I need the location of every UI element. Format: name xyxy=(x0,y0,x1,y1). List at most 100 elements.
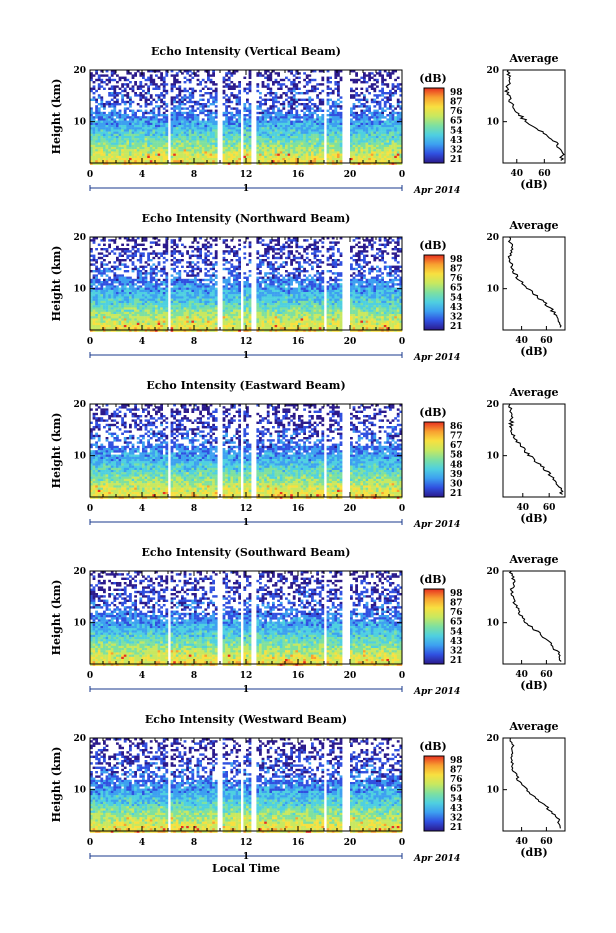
heatmap-cells xyxy=(90,237,402,332)
heatmap-cell xyxy=(340,129,343,131)
heatmap-cell xyxy=(204,127,207,129)
heatmap-cell xyxy=(363,149,366,151)
heatmap-cell xyxy=(228,147,231,149)
heatmap-cell xyxy=(394,121,397,123)
heatmap-cell xyxy=(142,129,145,131)
heatmap-cell xyxy=(282,143,285,145)
heatmap-cell xyxy=(288,79,291,81)
heatmap-cell xyxy=(275,105,278,107)
heatmap-cell xyxy=(392,127,395,129)
heatmap-cell xyxy=(316,118,319,120)
heatmap-cell xyxy=(194,307,197,309)
heatmap-cell xyxy=(314,145,317,147)
heatmap-cell xyxy=(176,149,179,151)
heatmap-cell xyxy=(204,151,207,153)
heatmap-cell xyxy=(202,105,205,107)
heatmap-cell xyxy=(103,103,106,105)
heatmap-cell xyxy=(186,125,189,127)
heatmap-cell xyxy=(389,103,392,105)
heatmap-cell xyxy=(340,147,343,149)
heatmap-cell xyxy=(384,145,387,147)
heatmap-cell xyxy=(160,160,163,162)
heatmap-cell xyxy=(124,263,127,265)
heatmap-cell xyxy=(137,296,140,298)
heatmap-cell xyxy=(121,121,124,123)
heatmap-cell xyxy=(160,292,163,294)
heatmap-cell xyxy=(223,121,226,123)
heatmap-cell xyxy=(197,246,200,248)
heatmap-cell xyxy=(158,325,161,327)
heatmap-cell xyxy=(269,143,272,145)
heatmap-cell xyxy=(173,288,176,290)
heatmap-cell xyxy=(119,88,122,90)
heatmap-cell xyxy=(116,121,119,123)
heatmap-cell xyxy=(103,255,106,257)
heatmap-cell xyxy=(303,112,306,114)
heatmap-cell xyxy=(184,312,187,314)
heatmap-cell xyxy=(199,285,202,287)
heatmap-cell xyxy=(298,116,301,118)
heatmap-cell xyxy=(176,261,179,263)
heatmap-cell xyxy=(165,290,168,292)
heatmap-cell xyxy=(334,114,337,116)
heatmap-cell xyxy=(384,92,387,94)
heatmap-cell xyxy=(397,85,400,87)
heatmap-cell xyxy=(186,252,189,254)
heatmap-cell xyxy=(150,121,153,123)
heatmap-cell xyxy=(189,301,192,303)
heatmap-cell xyxy=(360,77,363,79)
heatmap-cell xyxy=(93,96,96,98)
heatmap-cell xyxy=(163,283,166,285)
heatmap-cell xyxy=(93,132,96,134)
heatmap-cell xyxy=(119,156,122,158)
heatmap-cell xyxy=(181,112,184,114)
heatmap-cell xyxy=(176,140,179,142)
heatmap-cell xyxy=(282,121,285,123)
heatmap-cell xyxy=(275,158,278,160)
heatmap-cell xyxy=(212,103,215,105)
heatmap-cell xyxy=(93,263,96,265)
heatmap-cell xyxy=(207,112,210,114)
heatmap-cell xyxy=(119,118,122,120)
heatmap-cell xyxy=(108,79,111,81)
heatmap-cell xyxy=(184,103,187,105)
heatmap-cell xyxy=(394,138,397,140)
heatmap-cell xyxy=(132,305,135,307)
heatmap-cell xyxy=(392,151,395,153)
heatmap-cell xyxy=(113,310,116,312)
heatmap-cell xyxy=(316,129,319,131)
heatmap-cell xyxy=(246,129,249,131)
heatmap-cell xyxy=(191,285,194,287)
heatmap-cell xyxy=(340,158,343,160)
heatmap-cell xyxy=(319,160,322,162)
heatmap-cell xyxy=(301,134,304,136)
heatmap-cell xyxy=(366,110,369,112)
heatmap-cell xyxy=(189,285,192,287)
heatmap-cell xyxy=(376,118,379,120)
heatmap-cell xyxy=(165,299,168,301)
heatmap-cell xyxy=(98,147,101,149)
heatmap-cell xyxy=(191,314,194,316)
heatmap-cell xyxy=(256,132,259,134)
heatmap-cell xyxy=(111,160,114,162)
heatmap-cell xyxy=(111,136,114,138)
heatmap-cell xyxy=(155,151,158,153)
heatmap-cell xyxy=(301,121,304,123)
heatmap-cell xyxy=(272,81,275,83)
heatmap-cell xyxy=(350,138,353,140)
heatmap-cell xyxy=(108,112,111,114)
heatmap-cell xyxy=(267,158,270,160)
heatmap-cell xyxy=(386,107,389,109)
heatmap-cell xyxy=(119,143,122,145)
heatmap-cell xyxy=(381,129,384,131)
heatmap-cell xyxy=(373,88,376,90)
heatmap-cell xyxy=(173,314,176,316)
heatmap-cell xyxy=(126,310,129,312)
heatmap-cell xyxy=(116,154,119,156)
heatmap-cell xyxy=(246,147,249,149)
heatmap-cell xyxy=(111,132,114,134)
heatmap-cell xyxy=(230,136,233,138)
heatmap-cell xyxy=(145,112,148,114)
heatmap-cell xyxy=(285,138,288,140)
heatmap-cell xyxy=(376,129,379,131)
